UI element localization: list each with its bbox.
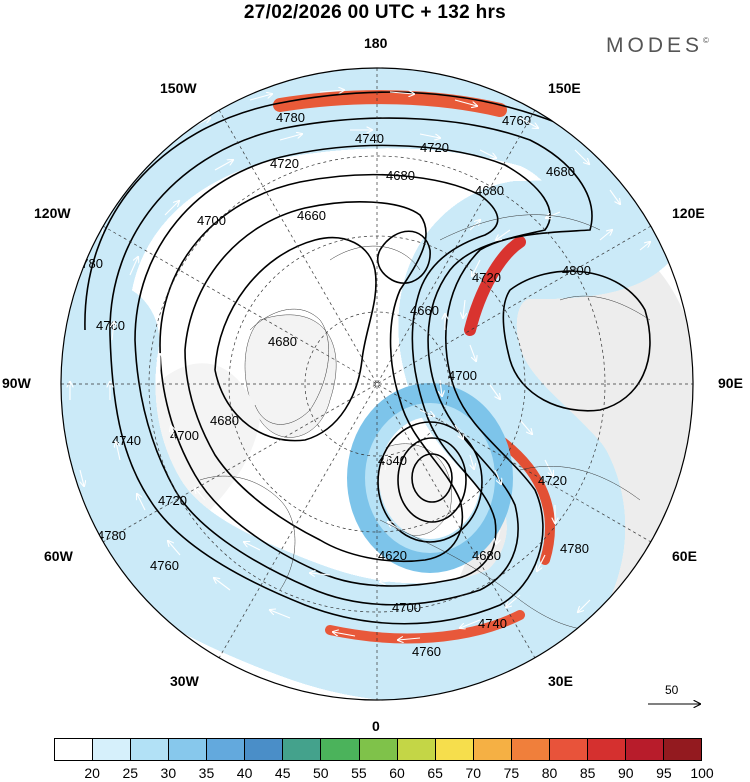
- lon-label-90w: 90W: [2, 375, 31, 391]
- contour-label: 4720: [270, 156, 299, 171]
- colorbar-tick-label: 75: [503, 765, 520, 781]
- contour-label: 4780: [74, 256, 103, 271]
- colorbar-tick-label: 30: [160, 765, 177, 781]
- contour-label: 4680: [210, 413, 239, 428]
- colorbar-swatch: [131, 739, 170, 760]
- colorbar-tick-label: 95: [656, 765, 672, 781]
- colorbar-swatch: [245, 739, 284, 760]
- contour-label: 4720: [538, 473, 567, 488]
- colorbar-swatch: [93, 739, 132, 760]
- colorbar-swatch: [321, 739, 360, 760]
- colorbar-swatch: [587, 739, 626, 760]
- colorbar-tick-label: 25: [122, 765, 139, 781]
- contour-label: 4720: [472, 270, 501, 285]
- colorbar-swatch: [397, 739, 436, 760]
- contour-label: 4760: [502, 113, 531, 128]
- lon-label-150w: 150W: [160, 80, 197, 96]
- contour-label: 4660: [410, 303, 439, 318]
- reference-vector-label: 50: [665, 683, 679, 697]
- colorbar-tick-label: 65: [427, 765, 443, 781]
- colorbar-swatch: [625, 739, 664, 760]
- colorbar-tick-label: 85: [579, 765, 596, 781]
- colorbar-tick-label: 100: [690, 765, 714, 781]
- map-title: 27/02/2026 00 UTC + 132 hrs: [243, 2, 507, 23]
- contour-label: 4780: [276, 110, 305, 125]
- contour-label: 4680: [268, 334, 297, 349]
- colorbar-tick-label: 50: [313, 765, 329, 781]
- lon-label-120w: 120W: [34, 205, 71, 221]
- contour-label: 4700: [170, 428, 199, 443]
- contour-label: 4680: [386, 168, 415, 183]
- colorbar-swatch: [473, 739, 512, 760]
- colorbar-swatch: [511, 739, 550, 760]
- colorbar-swatch: [664, 739, 702, 760]
- contour-label: 4660: [297, 208, 326, 223]
- contour-label: 4760: [96, 318, 125, 333]
- contour-label: 4760: [150, 558, 179, 573]
- colorbar-tick-label: 90: [617, 765, 634, 781]
- lon-label-90e: 90E: [718, 375, 743, 391]
- colorbar-swatch: [283, 739, 322, 760]
- colorbar-tick-label: 80: [541, 765, 558, 781]
- colorbar-swatch: [435, 739, 474, 760]
- wind-vectors: [70, 90, 650, 640]
- graticule: [61, 68, 693, 700]
- lon-label-30e: 30E: [548, 673, 573, 689]
- brand-logo: MODES©: [606, 34, 709, 57]
- contour-label: 4640: [378, 453, 407, 468]
- colorbar-tick-label: 55: [351, 765, 367, 781]
- lon-label-180: 180: [364, 35, 388, 51]
- contour-label: 4720: [420, 140, 449, 155]
- contour-label: 4680: [475, 183, 504, 198]
- contour-label: 4680: [546, 164, 575, 179]
- polar-map: 4780 4760 4740 4720 4720 4700 4680 4660 …: [60, 67, 750, 720]
- contour-label: 4760: [412, 644, 441, 659]
- lon-label-120e: 120E: [672, 205, 705, 221]
- contour-label: 4700: [392, 600, 421, 615]
- lon-label-60e: 60E: [672, 548, 697, 564]
- lon-label-0: 0: [372, 718, 380, 734]
- colorbar-swatch: [207, 739, 246, 760]
- colorbar-swatch: [169, 739, 208, 760]
- lon-label-30w: 30W: [170, 673, 199, 689]
- colorbar-tick-label: 45: [274, 765, 291, 781]
- colorbar-tick-label: 70: [465, 765, 482, 781]
- land-greenland: [244, 314, 337, 438]
- colorbar: [54, 738, 702, 761]
- contour-label: 4700: [448, 368, 477, 383]
- contour-label: 4720: [158, 493, 187, 508]
- contour-label: 4780: [97, 528, 126, 543]
- contour-label: 4700: [197, 213, 226, 228]
- lon-label-60w: 60W: [44, 548, 73, 564]
- contour-label: 4740: [478, 616, 507, 631]
- contour-label: 4620: [378, 548, 407, 563]
- colorbar-swatch: [549, 739, 588, 760]
- lon-label-150e: 150E: [548, 80, 581, 96]
- contour-label: 4780: [560, 541, 589, 556]
- colorbar-tick-label: 20: [84, 765, 100, 781]
- contour-label: 4680: [472, 548, 501, 563]
- map-field: 4780 4760 4740 4720 4720 4700 4680 4660 …: [61, 68, 693, 700]
- colorbar-swatch: [359, 739, 398, 760]
- colorbar-tick-label: 60: [389, 765, 405, 781]
- colorbar-swatch: [55, 739, 94, 760]
- colorbar-tick-label: 40: [236, 765, 253, 781]
- colorbar-tick-label: 35: [198, 765, 215, 781]
- contour-label: 4800: [562, 263, 591, 278]
- contour-label: 4740: [355, 131, 384, 146]
